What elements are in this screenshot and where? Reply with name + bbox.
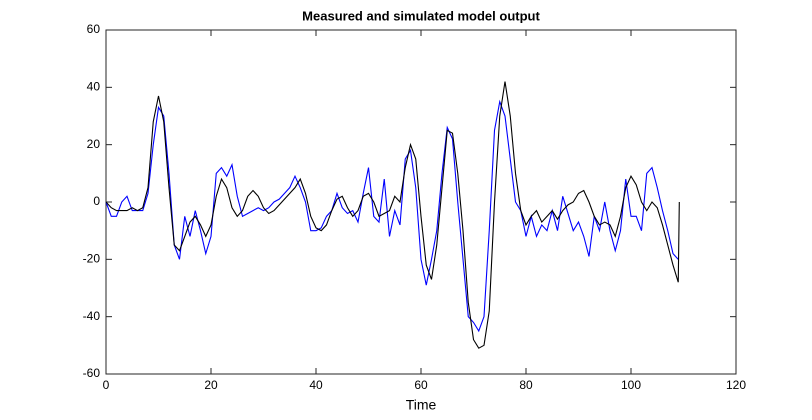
x-tick-label: 100: [621, 378, 641, 392]
y-tick-label: -20: [83, 252, 101, 266]
chart-title: Measured and simulated model output: [302, 8, 540, 23]
y-tick-label: -40: [83, 309, 101, 323]
y-tick-label: 60: [87, 22, 101, 36]
x-tick-label: 60: [414, 378, 428, 392]
x-tick-label: 0: [103, 378, 110, 392]
x-tick-label: 80: [519, 378, 533, 392]
y-tick-label: 0: [93, 194, 100, 208]
y-tick-label: 20: [87, 137, 101, 151]
x-tick-label: 20: [204, 378, 218, 392]
y-tick-label: 40: [87, 80, 101, 94]
x-tick-label: 40: [309, 378, 323, 392]
x-tick-label: 120: [726, 378, 746, 392]
data-line: [105, 99, 679, 333]
y-tick-label: -60: [83, 366, 101, 380]
data-line: [105, 81, 680, 349]
x-axis-label: Time: [406, 397, 437, 413]
